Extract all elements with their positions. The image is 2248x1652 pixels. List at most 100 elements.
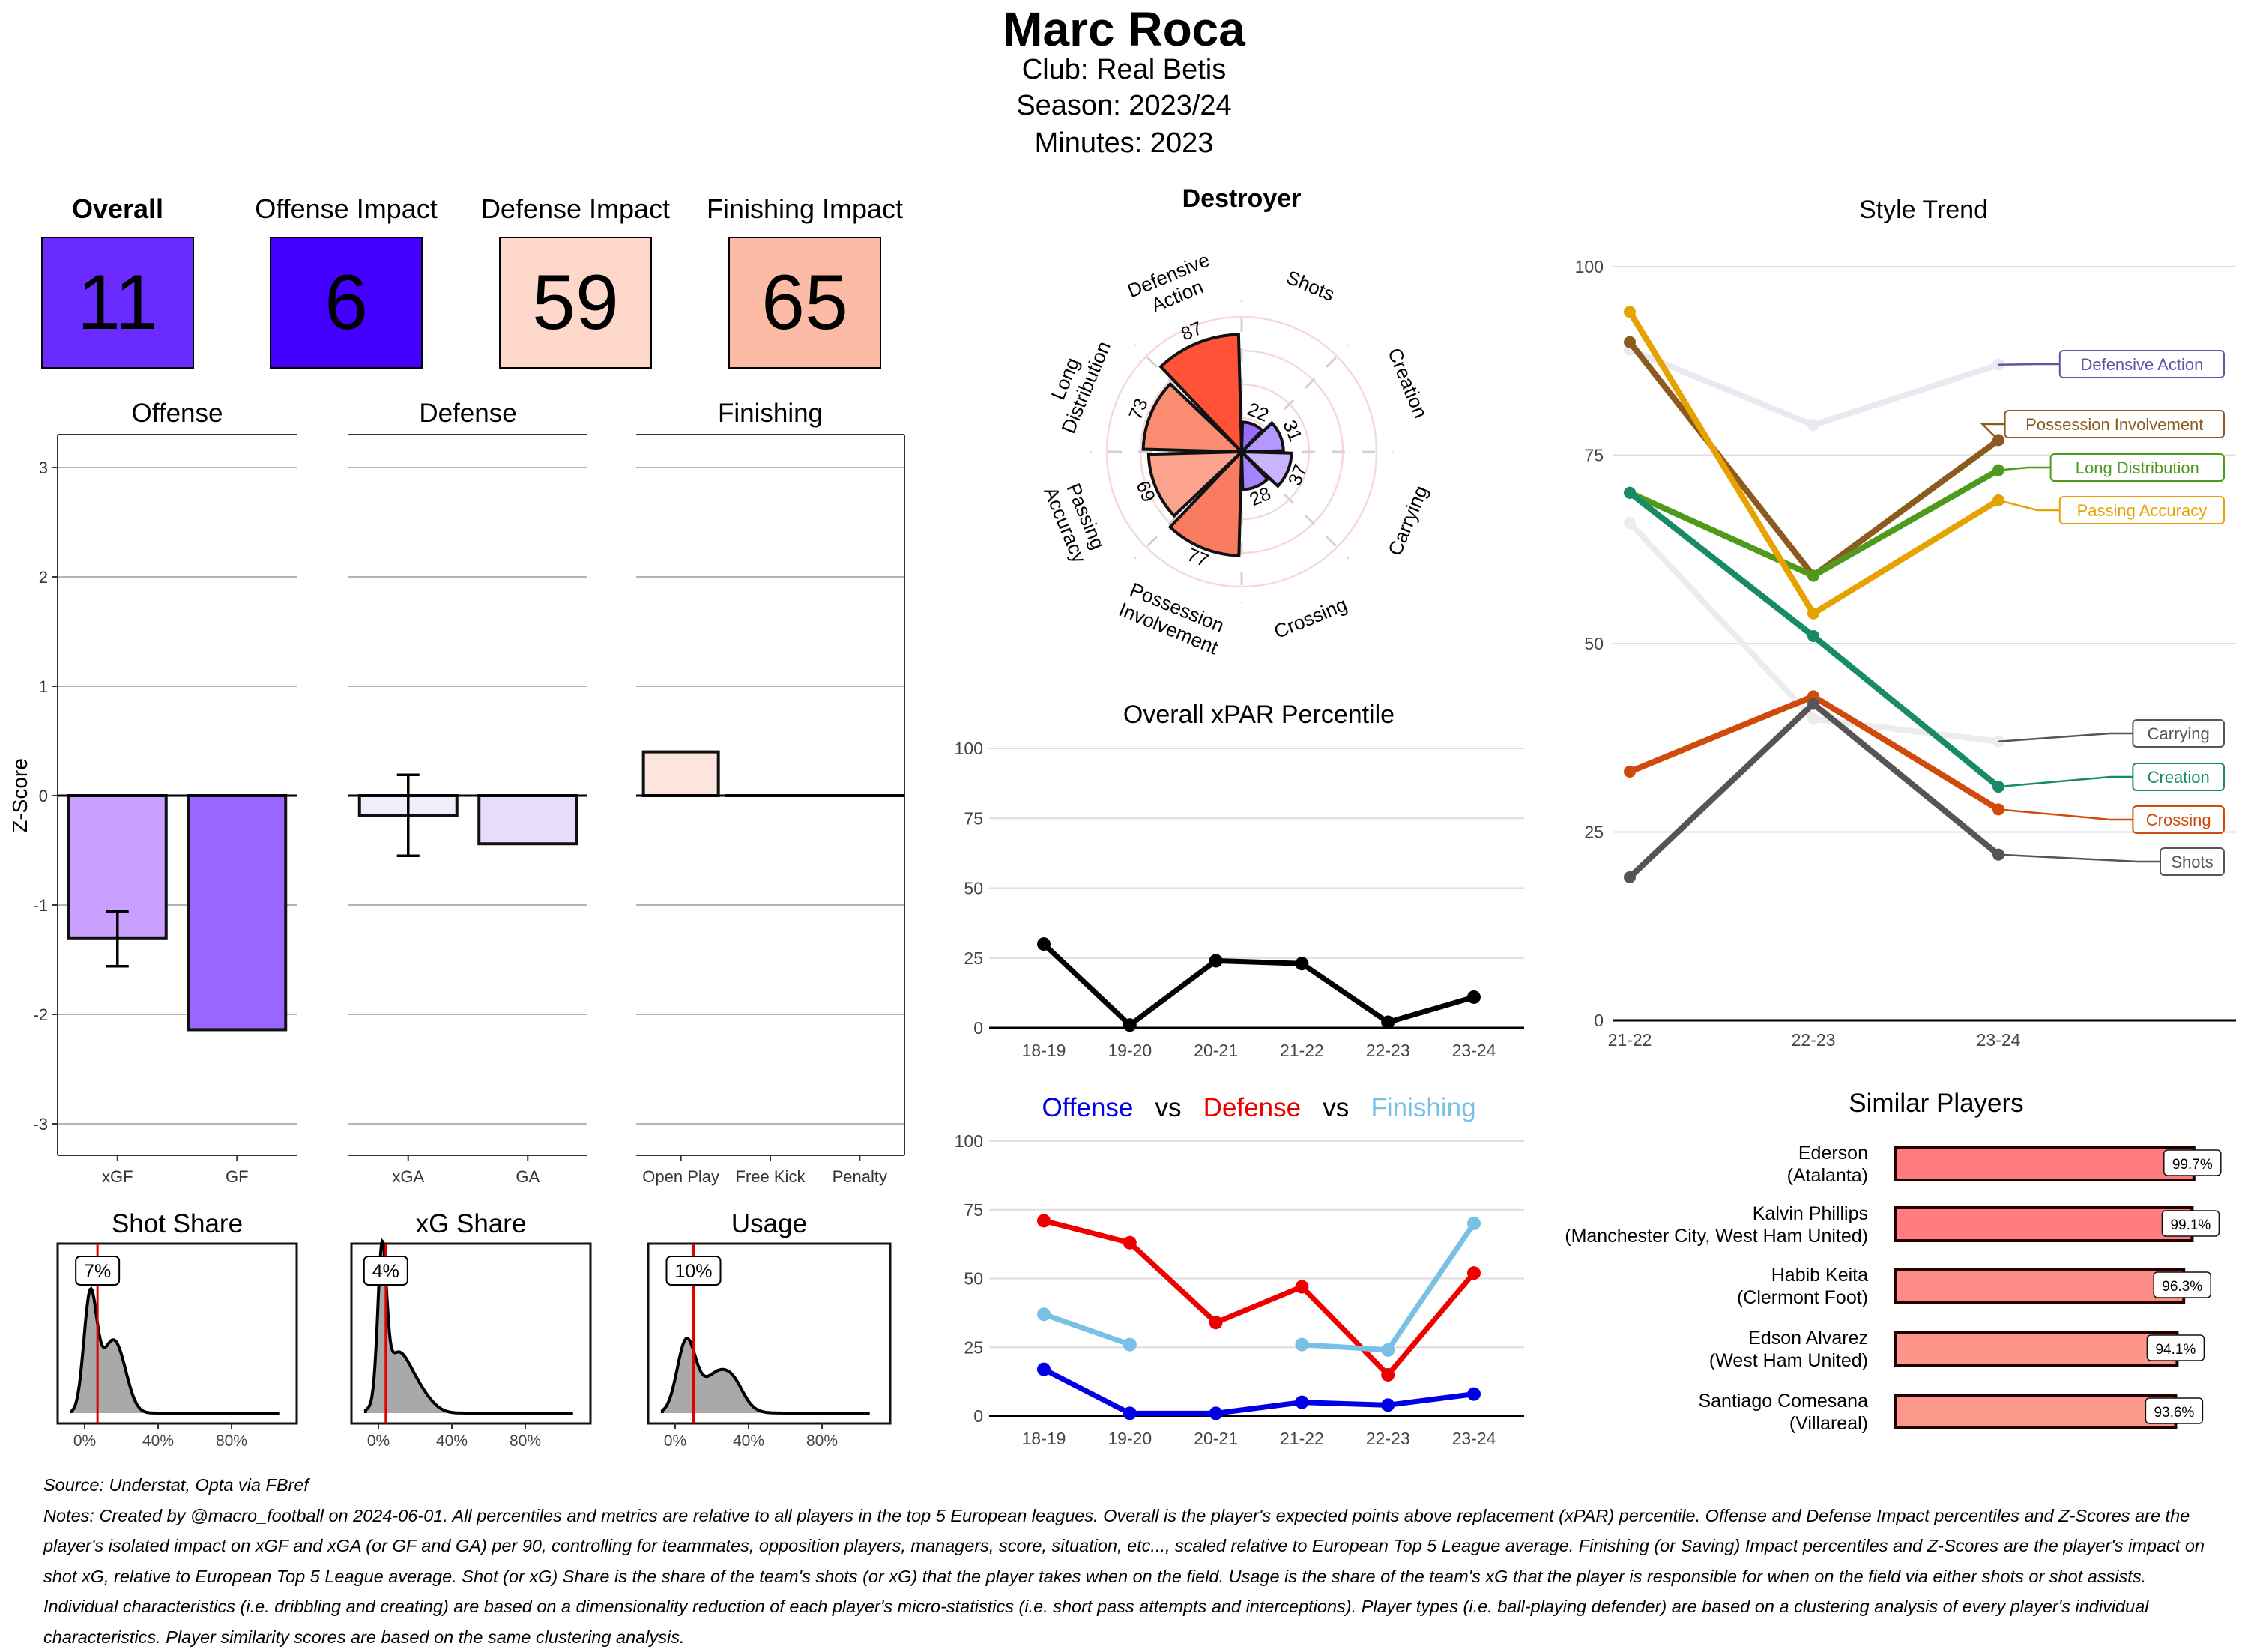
radar-category-label: Carrying (1383, 482, 1432, 559)
x-tick-label: 0% (367, 1432, 390, 1450)
y-tick-label: 100 (955, 739, 983, 758)
similarity-label: 94.1% (2155, 1342, 2196, 1358)
y-tick-label: 25 (964, 1337, 983, 1357)
player-team: (Manchester City, West Ham United) (1565, 1226, 1868, 1247)
y-axis-label: Z-Score (8, 758, 31, 833)
footnotes: Source: Understat, Opta via FBref Notes:… (43, 1470, 2224, 1652)
x-tick-label: 21-22 (1280, 1041, 1324, 1060)
x-tick-label: 0% (664, 1432, 686, 1450)
y-tick-label: 75 (964, 1200, 983, 1220)
bar-open-play (644, 752, 719, 796)
odf-title-part: Finishing (1349, 1093, 1475, 1122)
data-point (1624, 487, 1636, 499)
y-tick-label: 0 (1594, 1011, 1604, 1030)
data-point (1807, 698, 1819, 709)
player-team: (West Ham United) (1709, 1350, 1868, 1371)
data-point (1123, 1018, 1137, 1032)
value-label: 10% (674, 1261, 712, 1282)
x-tick-label: 22-23 (1792, 1030, 1836, 1050)
x-tick-label: 21-22 (1280, 1429, 1324, 1448)
data-point (1624, 336, 1636, 348)
radar-category-label: DefensiveAction (1124, 248, 1221, 323)
distribution-title: Usage (731, 1209, 807, 1238)
y-tick-label: 0 (973, 1406, 983, 1426)
radar-category-label: Shots (1283, 266, 1338, 306)
value-label: 7% (84, 1261, 111, 1282)
series-line (1044, 944, 1474, 1025)
x-tick-label: 20-21 (1194, 1429, 1238, 1448)
radar-category-label: LongDistribution (1036, 330, 1115, 437)
y-tick-label: 50 (1584, 634, 1604, 653)
data-point (1381, 1398, 1395, 1412)
distribution-title: xG Share (416, 1209, 527, 1238)
radar-category-label: PassingAccuracy (1039, 475, 1111, 566)
x-tick-label: 80% (510, 1432, 541, 1450)
x-tick-label: xGA (392, 1167, 424, 1186)
odf-title-part: vs (1133, 1093, 1181, 1122)
data-point (1295, 1280, 1308, 1294)
y-tick-label: 25 (964, 948, 983, 968)
similarity-label: 99.7% (2172, 1157, 2213, 1173)
series-line (1302, 1223, 1474, 1350)
label-connector (1998, 364, 2060, 365)
x-tick-label: 22-23 (1366, 1041, 1410, 1060)
style-trend-title: Style Trend (1859, 196, 1988, 224)
data-point (1037, 937, 1051, 951)
bar-gf (188, 796, 285, 1029)
panel-title-finishing: Finishing (718, 399, 823, 428)
similarity-label: 93.6% (2154, 1405, 2194, 1420)
data-point (1123, 1236, 1137, 1250)
x-tick-label: 80% (806, 1432, 838, 1450)
x-tick-label: Free Kick (736, 1167, 806, 1186)
series-line (1044, 1370, 1474, 1414)
similarity-bar (1895, 1208, 2192, 1241)
x-tick-label: 20-21 (1194, 1041, 1238, 1060)
series-line (1044, 1314, 1130, 1344)
x-tick-label: GF (226, 1167, 249, 1186)
data-point (1807, 630, 1819, 642)
x-tick-label: 40% (733, 1432, 764, 1450)
odf-title: Offense vs Defense vs Finishing (1042, 1093, 1475, 1122)
x-tick-label: 23-24 (1452, 1041, 1496, 1060)
data-point (1037, 1214, 1051, 1227)
player-name: Santiago Comesana (1698, 1391, 1868, 1412)
x-tick-label: Penalty (833, 1167, 887, 1186)
x-tick-label: 80% (216, 1432, 247, 1450)
y-tick-label: 0 (39, 787, 48, 805)
data-point (1037, 1307, 1051, 1321)
x-tick-label: xGF (102, 1167, 133, 1186)
radar-category-line: Carrying (1383, 482, 1432, 559)
data-point (1381, 1016, 1395, 1029)
player-team: (Atalanta) (1787, 1165, 1868, 1186)
data-point (1295, 1396, 1308, 1409)
similarity-bar (1895, 1395, 2175, 1428)
data-point (1467, 1217, 1481, 1230)
data-point (1123, 1406, 1137, 1420)
y-tick-label: 50 (964, 1269, 983, 1289)
similarity-bar (1895, 1332, 2177, 1365)
series-label: Defensive Action (2080, 355, 2203, 374)
x-tick-label: 22-23 (1366, 1429, 1410, 1448)
density-area (72, 1289, 280, 1413)
data-point (1037, 1363, 1051, 1376)
label-connector (1998, 855, 2160, 862)
x-tick-label: Open Play (642, 1167, 719, 1186)
panel-title-offense: Offense (132, 399, 223, 428)
radar-category-label: Creation (1383, 345, 1432, 421)
label-connector (1998, 809, 2133, 820)
data-point (1209, 954, 1223, 967)
radar-title: Destroyer (1182, 184, 1302, 213)
player-team: (Villareal) (1789, 1413, 1868, 1434)
data-point (1467, 1266, 1481, 1280)
xpar-title: Overall xPAR Percentile (1123, 701, 1395, 729)
series-line (1044, 1220, 1474, 1375)
x-tick-label: 19-20 (1108, 1041, 1152, 1060)
y-tick-label: -3 (33, 1115, 48, 1134)
series-shots (1624, 698, 2004, 883)
x-tick-label: 19-20 (1108, 1429, 1152, 1448)
series-long-distribution (1624, 465, 2004, 582)
y-tick-label: 100 (1575, 257, 1604, 276)
series-line (1630, 471, 1998, 576)
radar-category-line: Crossing (1271, 593, 1350, 643)
y-tick-label: 75 (964, 808, 983, 828)
